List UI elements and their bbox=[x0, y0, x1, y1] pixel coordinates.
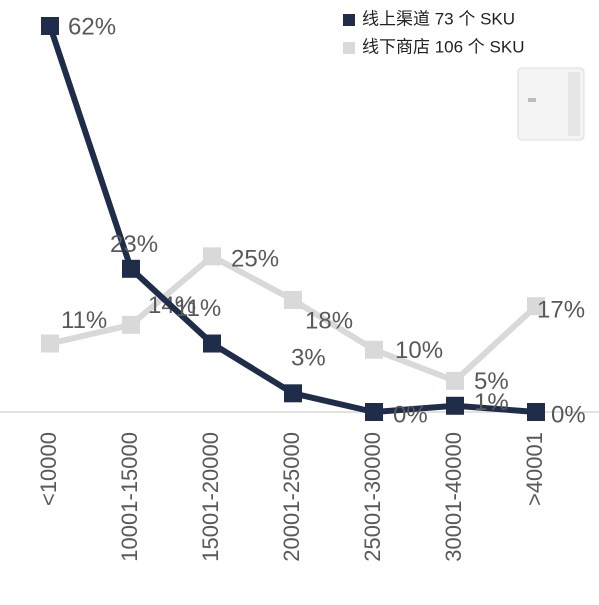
point-marker bbox=[122, 315, 140, 334]
data-label: 17% bbox=[537, 297, 585, 324]
x-tick-label: 10001-15000 bbox=[117, 432, 142, 562]
legend-marker bbox=[343, 14, 355, 26]
point-marker bbox=[284, 384, 302, 403]
data-label: 10% bbox=[395, 337, 443, 364]
point-marker bbox=[446, 396, 464, 415]
point-marker bbox=[41, 334, 59, 353]
data-label: 5% bbox=[474, 368, 509, 395]
data-label: 11% bbox=[175, 295, 221, 322]
legend-marker bbox=[343, 42, 355, 54]
data-label: 3% bbox=[291, 345, 326, 372]
point-marker bbox=[41, 17, 59, 35]
x-tick-label: <10000 bbox=[36, 432, 61, 506]
point-marker bbox=[284, 290, 302, 309]
product-image bbox=[517, 67, 585, 141]
x-tick-label: >40001 bbox=[522, 432, 547, 506]
x-tick-label: 15001-20000 bbox=[198, 432, 223, 562]
point-marker bbox=[446, 371, 464, 390]
data-label: 25% bbox=[231, 246, 279, 273]
legend-label: 线上渠道 73 个 SKU bbox=[362, 9, 515, 28]
point-marker bbox=[365, 340, 383, 359]
data-label: 23% bbox=[110, 231, 158, 258]
legend-label: 线下商店 106 个 SKU bbox=[362, 37, 525, 56]
data-label: 1% bbox=[474, 389, 509, 416]
data-label: 62% bbox=[68, 13, 116, 40]
point-marker bbox=[203, 334, 221, 353]
point-marker bbox=[203, 247, 221, 266]
data-label: 11% bbox=[61, 307, 107, 334]
data-label: 18% bbox=[305, 307, 353, 334]
data-label: 0% bbox=[393, 401, 428, 428]
x-tick-label: 20001-25000 bbox=[279, 432, 304, 562]
x-tick-label: 30001-40000 bbox=[441, 432, 466, 562]
point-marker bbox=[365, 403, 383, 421]
point-marker bbox=[527, 297, 545, 316]
point-marker bbox=[527, 403, 545, 421]
x-tick-label: 25001-30000 bbox=[360, 432, 385, 562]
data-label: 0% bbox=[551, 401, 586, 428]
point-marker bbox=[122, 259, 140, 278]
